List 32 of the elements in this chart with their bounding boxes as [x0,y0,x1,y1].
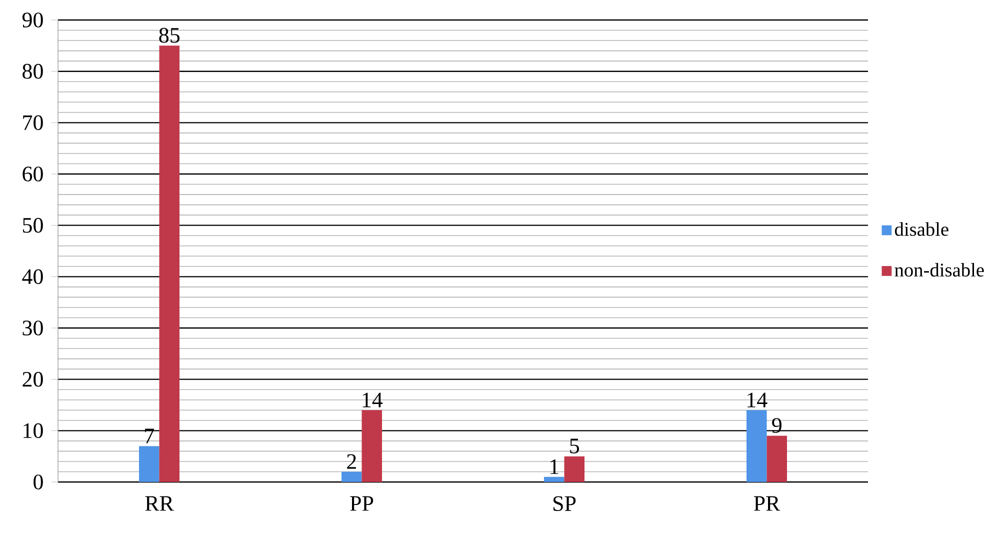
bar [766,436,787,482]
y-tick-label: 50 [23,218,43,233]
x-tick-label: RR [145,496,174,511]
bar [544,476,564,482]
legend-label: disable [894,222,948,236]
y-tick-label: 90 [22,12,43,28]
y-tick-label: 80 [22,64,43,79]
bar [159,46,180,482]
legend-label: non-disable [894,262,984,277]
y-tick-label: 70 [23,115,43,130]
y-tick-label: 60 [22,166,43,182]
x-tick-label: PR [754,496,780,511]
data-label: 5 [570,438,580,454]
data-label: 1 [550,459,558,474]
data-label: 14 [748,392,768,408]
bar [342,472,362,482]
x-tick-label: SP [553,496,576,512]
bar [746,410,767,482]
y-tick-label: 40 [22,269,43,284]
data-label: 14 [362,392,383,408]
data-label: 7 [145,428,154,444]
x-tick-label: PP [350,496,374,511]
bar [139,446,160,482]
bar [362,410,382,482]
y-tick-label: 30 [22,320,43,336]
data-label: 85 [159,28,180,43]
y-tick-label: 10 [24,423,43,438]
y-tick-label: 0 [34,474,43,490]
data-label: 2 [347,454,356,469]
y-tick-label: 20 [22,372,43,387]
data-label: 9 [772,418,782,433]
bar [564,456,584,482]
